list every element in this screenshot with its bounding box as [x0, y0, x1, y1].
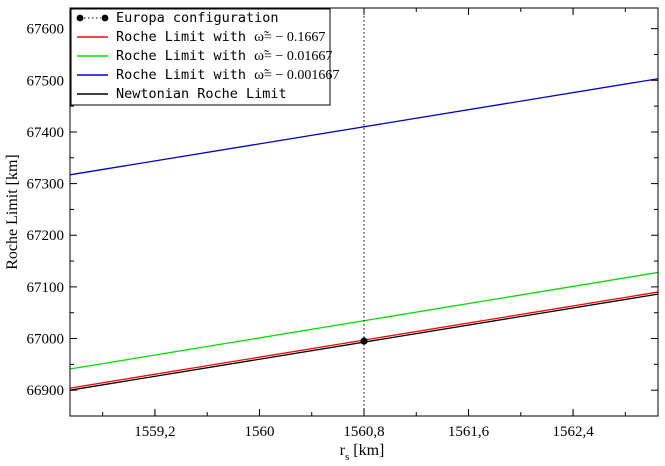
legend-label-1: Roche Limit with ω̃= − 0.1667 [116, 29, 325, 45]
x-axis-label-unit: [km] [353, 442, 384, 459]
legend-label-2: Roche Limit with ω̃= − 0.01667 [116, 48, 332, 64]
legend-label-europa: Europa configuration [116, 10, 279, 26]
x-axis-label-sub: s [345, 451, 349, 463]
y-axis-ticks: 66900 67000 67100 67200 67300 67400 67500 67600 [27, 22, 658, 417]
legend: Europa configuration Roche Limit with ω̃=… [70, 8, 339, 106]
x-axis-label: rs [km] [340, 442, 385, 463]
y-tick-label-3: 67200 [27, 228, 65, 244]
x-tick-label-2: 1560,8 [343, 424, 384, 440]
x-axis-ticks: 1559,2 1560 1560,8 1561,6 1562,4 [102, 8, 626, 440]
legend-label-3: Roche Limit with ω̃= − 0.001667 [116, 67, 339, 83]
y-tick-label-5: 67400 [27, 125, 65, 141]
y-tick-label-0: 66900 [27, 383, 65, 399]
europa-point [360, 337, 368, 345]
y-tick-label-6: 67500 [27, 73, 65, 89]
legend-items: Europa configuration Roche Limit with ω̃=… [76, 10, 339, 102]
x-tick-label-1: 1560 [244, 424, 274, 440]
x-tick-label-3: 1561,6 [448, 424, 490, 440]
x-tick-label-0: 1559,2 [134, 424, 175, 440]
legend-box [70, 8, 331, 106]
y-tick-label-2: 67100 [27, 280, 65, 296]
x-axis-label-main: r [340, 442, 346, 459]
europa-marker [360, 337, 368, 345]
legend-label-4: Newtonian Roche Limit [116, 86, 287, 102]
legend-europa-dot-left [76, 14, 84, 22]
y-tick-label-4: 67300 [27, 177, 65, 193]
y-tick-label-7: 67600 [27, 22, 65, 38]
legend-europa-dot-right [101, 14, 109, 22]
series-line-3 [69, 78, 659, 176]
y-axis-label: Roche Limit [km] [4, 154, 21, 270]
y-tick-label-1: 67000 [27, 332, 65, 348]
x-tick-label-4: 1562,4 [552, 424, 594, 440]
